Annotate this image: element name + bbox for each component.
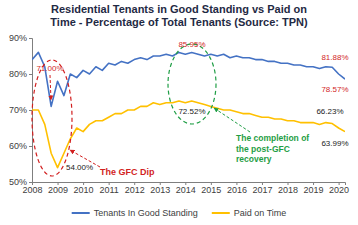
y-tick: 70% xyxy=(9,105,32,115)
x-tick: 2011 xyxy=(99,182,118,195)
x-tick-label: 2009 xyxy=(48,185,68,195)
x-tick: 2012 xyxy=(125,182,145,195)
y-tick-label: 70% xyxy=(9,105,27,115)
y-tick-mark xyxy=(29,38,32,39)
x-tick-label: 2016 xyxy=(227,185,247,195)
y-axis-line xyxy=(29,39,33,183)
y-tick-mark xyxy=(29,182,32,183)
x-tick: 2010 xyxy=(74,182,94,195)
x-tick-label: 2018 xyxy=(278,185,298,195)
y-tick: 50% xyxy=(9,177,32,187)
y-tick-label: 90% xyxy=(9,33,27,43)
recovery-ellipse xyxy=(168,44,216,124)
y-tick: 60% xyxy=(9,141,32,151)
x-tick-label: 2014 xyxy=(176,185,196,195)
x-tick-label: 2013 xyxy=(150,185,170,195)
x-tick: 2019 xyxy=(304,182,324,195)
annotation: 71.00% xyxy=(36,64,63,73)
y-tick-mark xyxy=(29,74,32,75)
y-axis: 50% 60% 70% 80% 90% xyxy=(9,33,33,187)
y-tick-mark xyxy=(29,146,32,147)
annotation-arrow xyxy=(50,75,51,100)
x-tick-label: 2015 xyxy=(201,185,221,195)
annotation: 81.88% xyxy=(321,53,348,62)
annotation: The completion ofthe post-GFCrecovery xyxy=(236,133,309,164)
y-tick: 90% xyxy=(9,33,32,43)
y-tick-mark xyxy=(29,110,32,111)
y-tick-label: 60% xyxy=(9,141,27,151)
legend-item: Paid on Time xyxy=(212,208,287,218)
legend-label: Tenants In Good Standing xyxy=(94,208,198,218)
x-tick: 2018 xyxy=(278,182,298,195)
annotation-arrow xyxy=(214,108,250,132)
plot-marks xyxy=(32,52,345,167)
x-tick-label: 2010 xyxy=(74,185,94,195)
annotation: 72.52% xyxy=(178,107,205,116)
annotation: 78.57% xyxy=(321,85,348,94)
x-tick-label: 2017 xyxy=(252,185,272,195)
x-tick: 2014 xyxy=(176,182,196,195)
x-tick-label: 2020 xyxy=(329,185,349,195)
gfc-ellipse xyxy=(32,60,72,176)
x-tick-label: 2011 xyxy=(99,185,118,195)
legend-swatch xyxy=(72,212,90,214)
legend-swatch xyxy=(212,212,230,214)
y-tick-label: 50% xyxy=(9,177,27,187)
legend-item: Tenants In Good Standing xyxy=(72,208,198,218)
series-line xyxy=(32,52,345,106)
annotation: The GFC Dip xyxy=(100,167,155,177)
annotation: 54.00% xyxy=(66,163,93,172)
x-tick: 2015 xyxy=(201,182,221,195)
y-tick: 80% xyxy=(9,69,32,79)
annotation: 63.99% xyxy=(321,139,348,148)
series-line xyxy=(32,101,345,168)
x-axis: 2008200920102011201220132014201520162017… xyxy=(22,182,349,195)
legend-label: Paid on Time xyxy=(234,208,287,218)
chart-container: Residential Tenants in Good Standing vs … xyxy=(0,0,358,225)
x-tick: 2017 xyxy=(252,182,272,195)
chart-title: Residential Tenants in Good Standing vs … xyxy=(50,3,308,28)
x-tick: 2020 xyxy=(329,182,349,195)
annotation: 85.95% xyxy=(178,40,205,49)
annotation: 66.23% xyxy=(316,107,343,116)
x-tick: 2016 xyxy=(227,182,247,195)
y-tick-label: 80% xyxy=(9,69,27,79)
x-tick-label: 2012 xyxy=(125,185,145,195)
annotations: 71.00% 54.00% 85.95% 72.52% 81.88% 78.57% 66.2… xyxy=(36,40,348,177)
x-tick: 2013 xyxy=(150,182,170,195)
legend: Tenants In Good Standing Paid on Time xyxy=(72,208,287,218)
chart-svg: Residential Tenants in Good Standing vs … xyxy=(0,0,358,225)
annotation-shapes xyxy=(32,44,250,176)
x-tick: 2009 xyxy=(48,182,68,195)
x-tick-label: 2019 xyxy=(304,185,324,195)
